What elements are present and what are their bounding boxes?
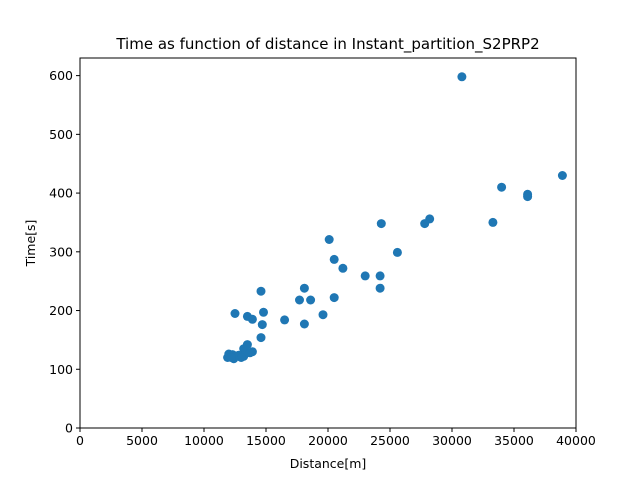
x-tick-label: 25000 <box>370 433 410 448</box>
data-point <box>338 263 348 273</box>
x-tick-label: 35000 <box>494 433 534 448</box>
data-point <box>299 283 309 293</box>
data-point <box>236 353 246 362</box>
data-point <box>257 320 267 330</box>
x-axis-label: Distance[m] <box>290 456 367 471</box>
data-point <box>247 314 257 324</box>
data-point <box>230 309 240 318</box>
x-tick-label: 5000 <box>126 433 158 448</box>
data-point <box>557 171 567 180</box>
data-point <box>376 219 386 229</box>
y-tick-label: 400 <box>49 186 73 201</box>
data-point <box>256 286 266 296</box>
y-tick-label: 500 <box>49 127 73 142</box>
x-tick-label: 20000 <box>308 433 348 448</box>
data-point <box>295 295 304 305</box>
data-point <box>497 182 507 192</box>
data-point <box>420 219 430 229</box>
chart-title: Time as function of distance in Instant_… <box>115 35 539 54</box>
plot-frame <box>79 57 577 429</box>
y-tick-label: 300 <box>49 244 73 259</box>
x-tick-label: 30000 <box>432 433 472 448</box>
data-point <box>523 192 533 202</box>
data-point <box>329 254 339 264</box>
x-tick-label: 0 <box>76 433 84 448</box>
data-point <box>457 72 467 82</box>
y-tick-label: 200 <box>49 303 73 318</box>
data-point <box>375 271 385 281</box>
data-point <box>259 307 268 317</box>
y-tick-label: 600 <box>49 68 73 83</box>
data-point <box>306 295 316 305</box>
data-point <box>226 353 236 362</box>
data-point <box>280 315 290 325</box>
data-point <box>375 283 385 293</box>
data-point <box>318 310 328 320</box>
x-tick-label: 15000 <box>246 433 286 448</box>
y-tick-label: 0 <box>65 421 73 436</box>
y-axis-ticks: 0 100 200 300 400 500 600 <box>49 68 80 436</box>
data-points <box>223 72 567 364</box>
data-point <box>329 293 339 303</box>
data-point <box>299 319 309 329</box>
data-point <box>256 333 266 343</box>
x-axis-ticks: 0 5000 10000 15000 20000 25000 30000 35000 40000 <box>76 428 596 448</box>
x-tick-label: 40000 <box>556 433 596 448</box>
data-point <box>324 235 334 244</box>
y-tick-label: 100 <box>49 362 73 377</box>
x-tick-label: 10000 <box>184 433 224 448</box>
data-point <box>360 271 370 281</box>
y-axis-label: Time[s] <box>23 220 38 268</box>
data-point <box>488 217 498 227</box>
data-point <box>392 247 402 257</box>
